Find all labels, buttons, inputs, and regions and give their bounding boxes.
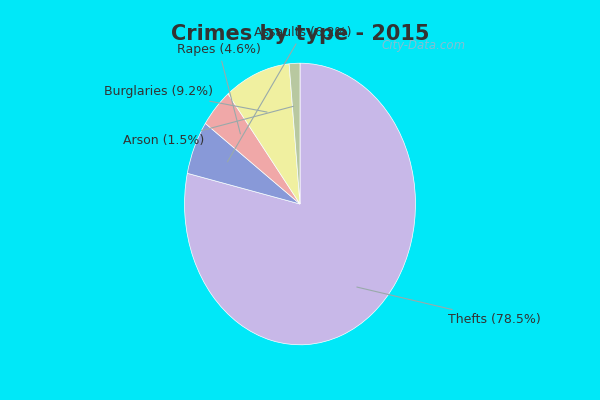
- Wedge shape: [205, 94, 300, 204]
- Wedge shape: [185, 63, 415, 345]
- Wedge shape: [289, 63, 300, 204]
- Text: Thefts (78.5%): Thefts (78.5%): [357, 287, 541, 326]
- Text: City-Data.com: City-Data.com: [382, 38, 466, 52]
- Text: Rapes (4.6%): Rapes (4.6%): [177, 43, 260, 134]
- Text: Burglaries (9.2%): Burglaries (9.2%): [104, 85, 267, 112]
- Text: Assaults (6.2%): Assaults (6.2%): [227, 26, 352, 162]
- Wedge shape: [187, 124, 300, 204]
- Text: Crimes by type - 2015: Crimes by type - 2015: [171, 24, 429, 44]
- Text: Arson (1.5%): Arson (1.5%): [123, 106, 293, 147]
- Wedge shape: [228, 64, 300, 204]
